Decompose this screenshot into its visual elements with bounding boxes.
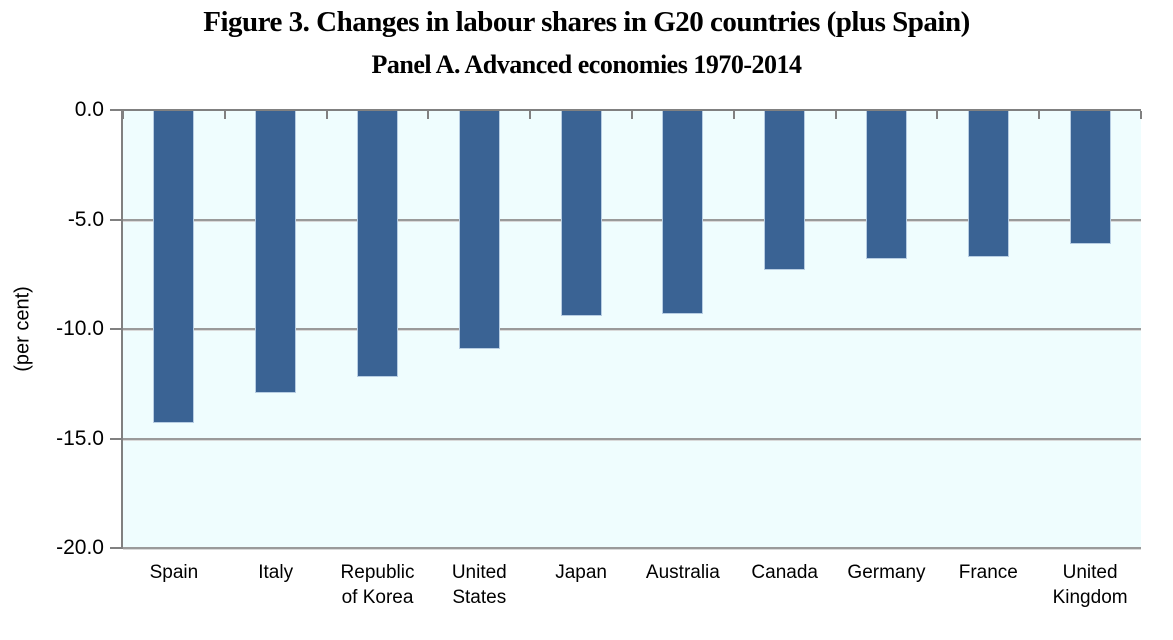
x-axis-tick bbox=[732, 111, 735, 119]
y-axis-line bbox=[121, 109, 123, 549]
x-axis-tick bbox=[1038, 111, 1041, 119]
bar-germany bbox=[866, 110, 907, 259]
x-tick-label: Australia bbox=[645, 562, 720, 583]
x-axis-tick bbox=[325, 111, 328, 119]
x-axis-tick bbox=[427, 111, 430, 119]
x-axis-tick bbox=[529, 111, 532, 119]
y-axis-tick bbox=[110, 109, 121, 111]
x-axis-tick bbox=[223, 111, 226, 119]
figure-subtitle: Panel A. Advanced economies 1970-2014 bbox=[371, 50, 803, 79]
bar-spain bbox=[153, 110, 195, 424]
bar-canada bbox=[764, 110, 806, 270]
x-tick-label: Italy bbox=[258, 562, 294, 583]
y-axis-tick bbox=[110, 437, 121, 440]
bar-united-kingdom bbox=[1069, 110, 1111, 244]
gridline bbox=[123, 328, 1141, 330]
gridline bbox=[123, 547, 1141, 549]
x-tick-label: United States bbox=[451, 562, 507, 608]
y-tick-label: 0.0 bbox=[74, 98, 104, 121]
x-tick-label: United Kingdom bbox=[1052, 562, 1128, 608]
x-tick-label: Japan bbox=[555, 562, 607, 583]
x-axis-line bbox=[123, 109, 1141, 111]
bar-japan bbox=[560, 110, 602, 316]
y-axis-tick bbox=[110, 328, 121, 330]
bar-france bbox=[967, 110, 1009, 257]
y-tick-label: -20.0 bbox=[56, 536, 104, 559]
x-tick-label: Germany bbox=[847, 562, 926, 583]
x-axis-tick bbox=[631, 111, 633, 119]
gridline bbox=[123, 437, 1141, 440]
gridline bbox=[123, 218, 1141, 221]
y-axis-tick bbox=[110, 218, 121, 221]
x-axis-tick bbox=[834, 111, 837, 119]
x-axis-tick bbox=[936, 111, 939, 119]
bar-australia bbox=[662, 110, 704, 314]
bar-united-states bbox=[458, 110, 500, 349]
y-tick-label: -5.0 bbox=[67, 207, 104, 231]
bar-republic-of-korea bbox=[357, 110, 398, 378]
figure-title: Figure 3. Changes in labour shares in G2… bbox=[203, 6, 970, 38]
x-tick-label: Spain bbox=[149, 562, 199, 583]
bar-italy bbox=[255, 110, 297, 393]
x-tick-label: Republic of Korea bbox=[340, 562, 415, 608]
y-axis-tick bbox=[110, 547, 121, 549]
x-axis-tick bbox=[122, 111, 124, 119]
y-tick-label: -10.0 bbox=[56, 317, 104, 340]
plot-area: 0.0 -5.0 -10.0 -15.0 -20.0 Spain Italy Republic… bbox=[56, 98, 1142, 608]
x-axis-tick bbox=[1140, 111, 1142, 119]
x-tick-label: Canada bbox=[751, 562, 818, 583]
y-tick-label: -15.0 bbox=[56, 426, 104, 450]
x-tick-label: France bbox=[958, 562, 1018, 583]
